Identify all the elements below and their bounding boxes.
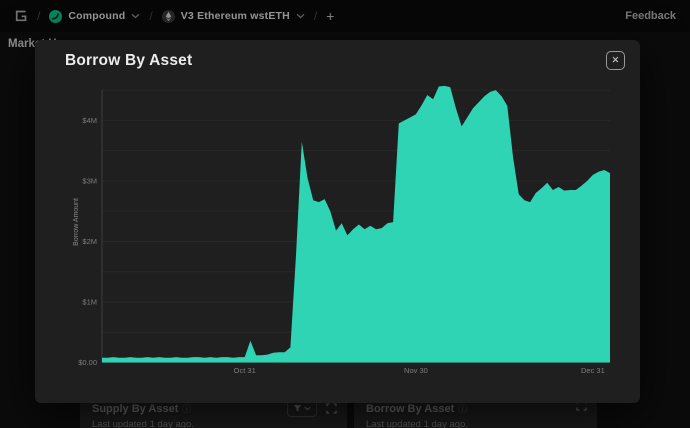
close-icon[interactable]: ✕ bbox=[606, 51, 625, 70]
y-tick-label: $1M bbox=[82, 297, 97, 306]
funnel-icon bbox=[293, 405, 302, 412]
info-icon: ⓘ bbox=[458, 403, 468, 414]
chevron-down-icon bbox=[304, 406, 311, 411]
breadcrumb-separator: / bbox=[37, 9, 41, 23]
borrow-by-asset-modal: Borrow By Asset ✕ $0.00 $1M $2M $3M $4M Oct 3… bbox=[35, 40, 640, 403]
breadcrumb-separator: / bbox=[149, 9, 153, 23]
borrow-area-series bbox=[102, 85, 610, 363]
add-tab-button[interactable]: + bbox=[326, 8, 335, 24]
breadcrumb-market-selector[interactable]: V3 Ethereum wstETH bbox=[161, 9, 305, 23]
y-tick-label: $3M bbox=[82, 176, 97, 185]
x-tick-label: Oct 31 bbox=[234, 366, 256, 375]
supply-card-title: Supply By Asset bbox=[92, 403, 179, 415]
chevron-down-icon bbox=[296, 13, 305, 19]
breadcrumb-protocol-selector[interactable]: Compound bbox=[49, 9, 140, 23]
breadcrumb-protocol-label: Compound bbox=[68, 10, 126, 22]
borrow-area-chart[interactable]: $0.00 $1M $2M $3M $4M Oct 31 Nov 30 Dec 31 Borro… bbox=[60, 70, 620, 385]
expand-icon[interactable] bbox=[326, 403, 337, 414]
x-tick-label: Nov 30 bbox=[404, 366, 428, 375]
x-tick-label: Dec 31 bbox=[581, 366, 605, 375]
ethereum-icon bbox=[161, 9, 175, 23]
gauntlet-logo-icon[interactable] bbox=[14, 9, 28, 23]
chevron-down-icon bbox=[131, 13, 140, 19]
top-bar: / Compound / V3 Ethereum wstETH / + Feed… bbox=[0, 0, 690, 32]
borrow-card-updated: Last updated 1 day ago. bbox=[366, 419, 468, 428]
supply-card-updated: Last updated 1 day ago. bbox=[92, 419, 194, 428]
y-tick-label: $2M bbox=[82, 237, 97, 246]
y-tick-label: $4M bbox=[82, 116, 97, 125]
feedback-button[interactable]: Feedback bbox=[625, 10, 676, 22]
compound-icon bbox=[49, 9, 63, 23]
y-tick-label: $0.00 bbox=[78, 358, 97, 367]
y-axis-title: Borrow Amount bbox=[73, 198, 80, 246]
breadcrumb-separator: / bbox=[313, 9, 318, 23]
borrow-card-title: Borrow By Asset bbox=[366, 403, 455, 415]
modal-title: Borrow By Asset bbox=[65, 52, 193, 69]
breadcrumb-market-label: V3 Ethereum wstETH bbox=[180, 10, 290, 22]
info-icon: ⓘ bbox=[182, 403, 192, 414]
borrow-chart-container: $0.00 $1M $2M $3M $4M Oct 31 Nov 30 Dec 31 Borro… bbox=[60, 70, 620, 385]
